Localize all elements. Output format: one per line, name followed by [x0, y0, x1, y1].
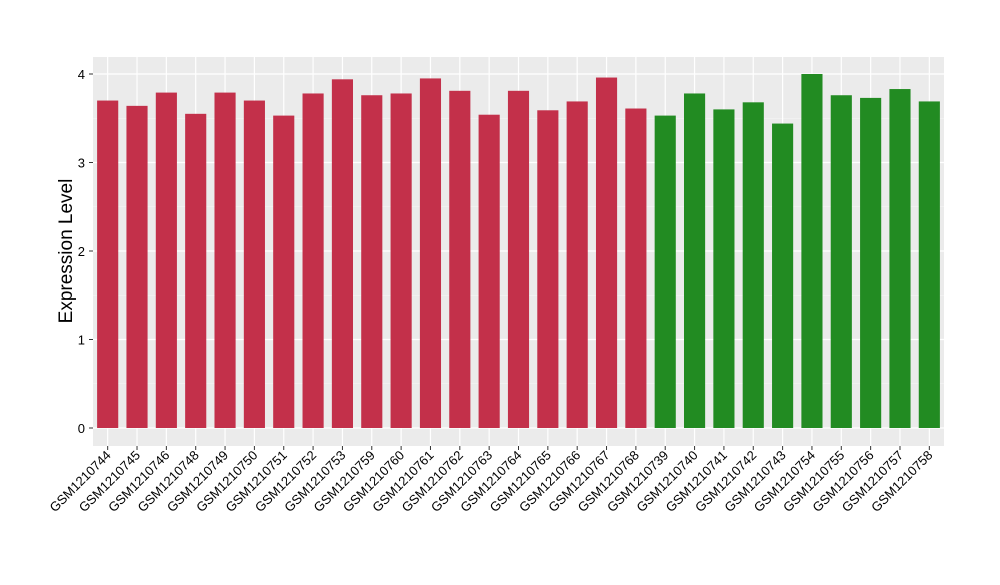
bar-GSM1210745 [126, 105, 148, 429]
bar-GSM1210760 [390, 93, 412, 428]
bar-GSM1210752 [302, 93, 324, 428]
bar-GSM1210750 [243, 100, 265, 429]
bar-GSM1210751 [273, 115, 295, 428]
bar-GSM1210743 [772, 123, 794, 428]
bar-GSM1210740 [684, 93, 706, 428]
y-tick-label: 0 [78, 421, 85, 436]
bar-GSM1210758 [918, 101, 940, 428]
bar-GSM1210741 [713, 109, 735, 429]
bar-GSM1210755 [830, 95, 852, 429]
bars [97, 74, 940, 429]
bar-GSM1210764 [507, 90, 530, 428]
bar-GSM1210762 [449, 90, 471, 428]
bar-GSM1210766 [566, 101, 588, 428]
bar-GSM1210744 [97, 100, 119, 429]
bar-GSM1210765 [537, 110, 559, 428]
bar-GSM1210739 [654, 115, 676, 428]
y-tick-label: 2 [78, 244, 85, 259]
bar-GSM1210757 [889, 89, 911, 429]
y-axis-label: Expression Level [56, 179, 77, 324]
bar-GSM1210754 [801, 74, 823, 428]
y-tick-label: 4 [78, 67, 85, 82]
bar-GSM1210768 [625, 108, 647, 428]
bar-GSM1210767 [595, 77, 618, 428]
y-tick-label: 3 [78, 156, 85, 171]
bar-GSM1210746 [155, 92, 177, 429]
bar-GSM1210748 [185, 113, 207, 428]
bar-GSM1210756 [860, 97, 882, 429]
bar-GSM1210753 [331, 79, 353, 428]
bar-GSM1210761 [419, 78, 442, 429]
bar-GSM1210763 [478, 114, 500, 429]
y-tick-label: 1 [78, 333, 85, 348]
bar-GSM1210742 [742, 102, 764, 428]
bar-GSM1210749 [214, 92, 236, 429]
bar-GSM1210759 [361, 95, 383, 429]
